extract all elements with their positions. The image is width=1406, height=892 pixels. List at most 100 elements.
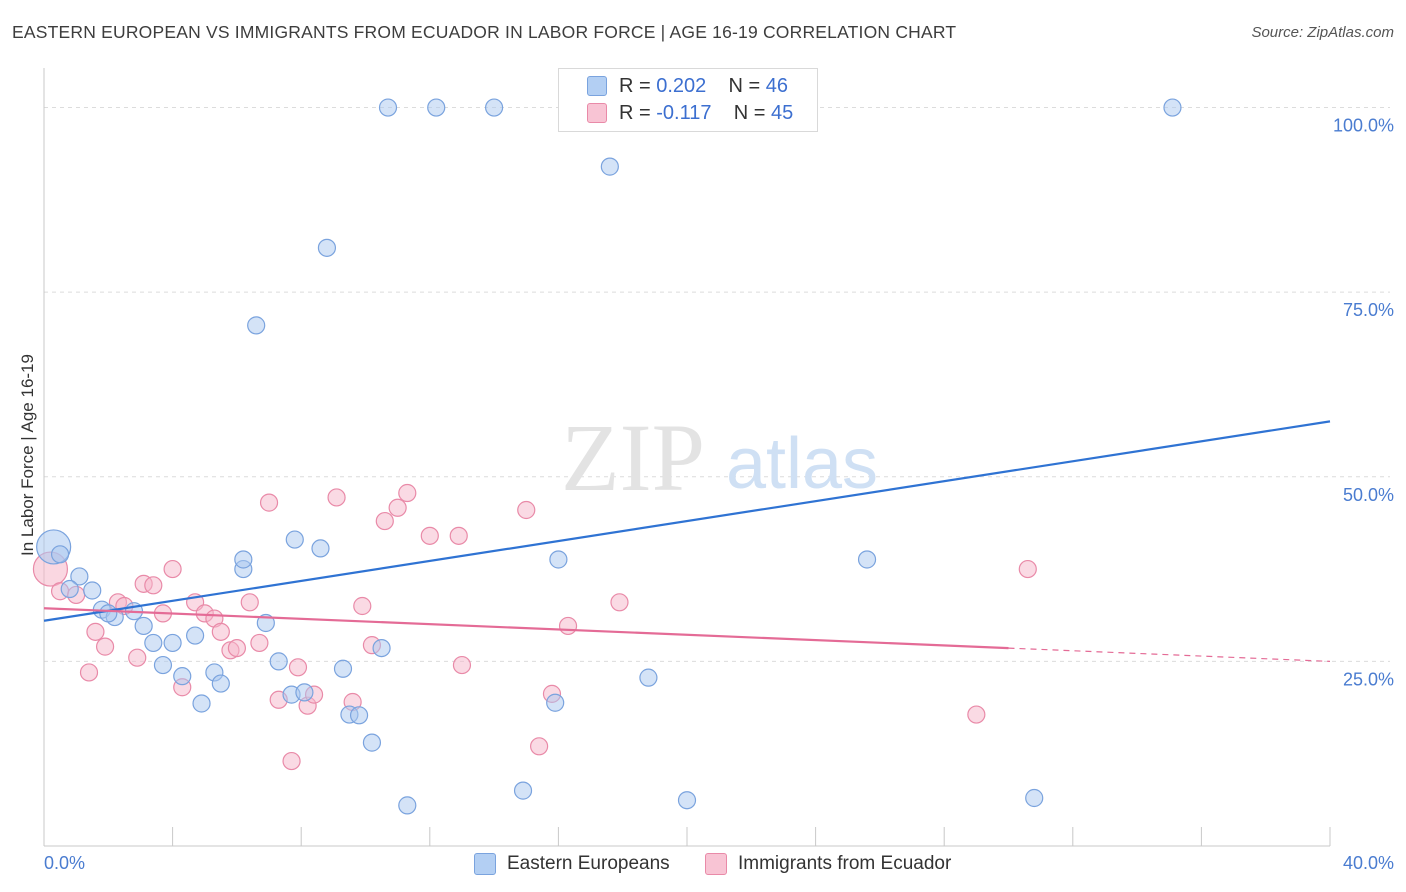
- legend-r-value: -0.117: [656, 102, 712, 124]
- bottom-legend-ecuador: Immigrants from Ecuador: [705, 851, 985, 877]
- eastern-european-point: [857, 550, 877, 569]
- x-tick-label: 0.0%: [44, 853, 85, 873]
- ecuador-point: [610, 593, 629, 612]
- legend-swatch-blue: [587, 76, 607, 96]
- ecuador-point: [558, 616, 578, 636]
- eastern-european-point: [234, 550, 253, 569]
- series-ecuador-points: [32, 483, 1037, 771]
- ecuador-point: [79, 663, 99, 682]
- eastern-european-point: [163, 633, 182, 653]
- ecuador-point: [530, 737, 549, 756]
- bottom-legend-swatch-blue: [474, 853, 496, 875]
- trend-line-eastern-european: [43, 420, 1331, 622]
- eastern-european-point: [677, 791, 697, 810]
- ecuador-point: [375, 511, 394, 531]
- ecuador-point: [95, 637, 115, 656]
- eastern-european-point: [83, 581, 102, 600]
- eastern-european-point: [144, 633, 163, 653]
- axes: [43, 68, 1331, 847]
- ecuador-point: [86, 622, 105, 641]
- ecuador-point: [211, 622, 230, 641]
- eastern-european-point: [256, 613, 275, 633]
- eastern-european-point: [317, 238, 337, 257]
- ecuador-point: [420, 526, 439, 545]
- ecuador-point: [1018, 559, 1037, 579]
- eastern-european-point: [311, 539, 330, 558]
- legend-swatch-pink: [587, 103, 607, 123]
- eastern-european-point: [362, 733, 382, 752]
- ecuador-point: [327, 488, 346, 507]
- eastern-european-point: [186, 626, 205, 645]
- ecuador-point: [398, 483, 417, 503]
- ecuador-point: [452, 655, 472, 675]
- eastern-european-point: [153, 655, 173, 675]
- eastern-european-point: [349, 706, 369, 725]
- ecuador-point: [353, 596, 372, 616]
- eastern-european-point: [285, 530, 304, 549]
- eastern-european-point: [398, 796, 417, 815]
- eastern-european-point: [427, 98, 446, 117]
- trend-line-ecuador: [43, 607, 1009, 650]
- series-eastern-european-points: [36, 98, 1182, 815]
- bottom-legend-label: Immigrants from Ecuador: [738, 853, 952, 874]
- ecuador-point: [128, 648, 147, 667]
- ecuador-point: [259, 493, 279, 512]
- eastern-european-point: [549, 550, 568, 569]
- eastern-european-point: [295, 683, 314, 702]
- eastern-european-point: [1025, 788, 1044, 808]
- watermark: ZIP atlas: [561, 404, 878, 511]
- ecuador-point: [517, 500, 536, 520]
- chart-title: EASTERN EUROPEAN VS IMMIGRANTS FROM ECUA…: [12, 22, 957, 42]
- watermark-zip: ZIP: [561, 404, 705, 511]
- eastern-european-point: [513, 781, 533, 800]
- ecuador-point: [282, 751, 301, 771]
- eastern-european-point: [99, 604, 118, 623]
- legend-n-value: 46: [765, 75, 789, 97]
- x-tick-label: 40.0%: [1343, 853, 1394, 873]
- eastern-european-point: [333, 659, 353, 678]
- eastern-european-point: [600, 157, 619, 176]
- ecuador-point: [449, 526, 468, 545]
- bottom-legend-label: Eastern Europeans: [507, 853, 670, 874]
- ecuador-point: [144, 576, 163, 595]
- correlation-legend: R = 0.202 N = 46 R = -0.117 N = 45: [558, 68, 818, 132]
- watermark-atlas: atlas: [726, 424, 878, 504]
- eastern-european-point: [70, 567, 89, 586]
- legend-r-value: 0.202: [656, 75, 707, 97]
- eastern-european-point: [211, 674, 230, 693]
- ecuador-point: [250, 633, 269, 653]
- trend-line-ecuador-projection: [1008, 647, 1331, 662]
- ecuador-point: [227, 638, 246, 658]
- eastern-european-point: [192, 694, 211, 713]
- eastern-european-point: [50, 545, 70, 564]
- bottom-legend-swatch-pink: [705, 853, 727, 875]
- eastern-european-point: [546, 693, 565, 712]
- legend-n-label: N =: [733, 102, 771, 124]
- y-tick-label: 25.0%: [1343, 669, 1394, 689]
- eastern-european-point: [639, 668, 658, 687]
- ecuador-point: [163, 559, 182, 579]
- y-tick-label: 100.0%: [1333, 116, 1394, 136]
- legend-r-label: R =: [619, 102, 657, 124]
- eastern-european-point: [247, 316, 266, 335]
- ecuador-point: [240, 593, 259, 612]
- eastern-european-point: [134, 616, 153, 636]
- y-tick-label: 75.0%: [1343, 300, 1394, 320]
- legend-n-label: N =: [728, 75, 766, 97]
- ecuador-point: [967, 705, 986, 724]
- trend-lines: [43, 420, 1331, 662]
- eastern-european-point: [378, 98, 398, 117]
- bottom-legend-eastern-european: Eastern Europeans: [474, 851, 694, 877]
- y-tick-label: 50.0%: [1343, 485, 1394, 505]
- eastern-european-point: [173, 667, 192, 686]
- source-credit: Source: ZipAtlas.com: [1251, 24, 1394, 41]
- legend-n-value: 45: [770, 102, 794, 124]
- eastern-european-point: [60, 579, 79, 599]
- eastern-european-point: [372, 638, 391, 658]
- tick-labels: 25.0% 50.0% 75.0% 100.0% 0.0% 40.0%: [44, 116, 1394, 873]
- legend-r-label: R =: [619, 75, 657, 97]
- eastern-european-point: [1163, 98, 1182, 117]
- ecuador-point: [388, 498, 407, 517]
- gridlines: [44, 107, 1390, 662]
